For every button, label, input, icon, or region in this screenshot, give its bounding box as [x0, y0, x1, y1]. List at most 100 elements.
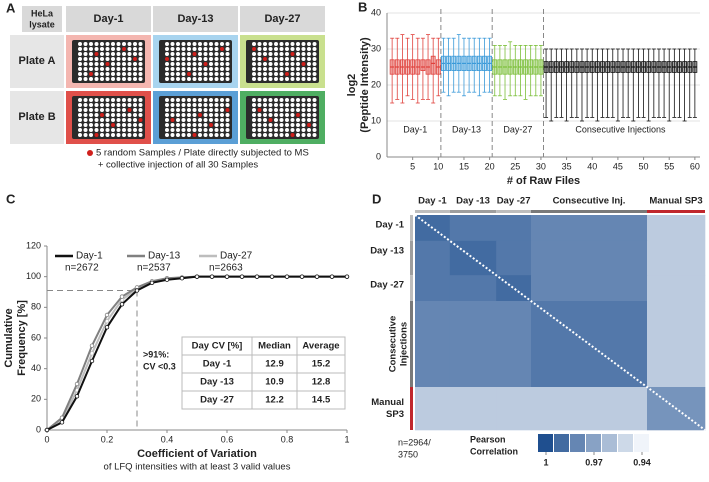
- well: [198, 47, 202, 51]
- well: [94, 62, 99, 66]
- well: [94, 133, 99, 137]
- row-label: Manual: [371, 397, 404, 408]
- well: [301, 128, 306, 132]
- well: [220, 57, 224, 61]
- well: [138, 52, 143, 56]
- series-label: Day-1: [403, 124, 427, 134]
- well: [285, 42, 289, 46]
- well: [268, 128, 273, 132]
- well: [165, 108, 169, 112]
- well: [170, 57, 175, 61]
- well: [89, 98, 93, 102]
- well: [133, 62, 137, 66]
- well: [89, 133, 93, 137]
- panel-label: D: [372, 191, 381, 206]
- well: [252, 113, 256, 117]
- y-tick-label: 10: [371, 115, 381, 125]
- well: [285, 98, 289, 102]
- well: [214, 52, 219, 56]
- legend-count: n=2663: [209, 263, 243, 274]
- heatmap-cell: [449, 301, 497, 388]
- well: [138, 113, 143, 117]
- well: [78, 128, 82, 132]
- well: [252, 108, 256, 112]
- well: [209, 123, 213, 127]
- well: [214, 67, 219, 71]
- legend-dot: [87, 150, 93, 156]
- well: [257, 52, 262, 56]
- table-cell: 15.2: [312, 359, 331, 370]
- well: [252, 72, 256, 76]
- well: [100, 118, 104, 122]
- well: [105, 103, 110, 107]
- well: [252, 133, 256, 137]
- well: [279, 98, 284, 102]
- y-tick-label: 0: [376, 151, 381, 161]
- well: [138, 47, 143, 51]
- legend-count: n=2672: [65, 263, 99, 274]
- well: [78, 67, 82, 71]
- well: [263, 108, 267, 112]
- well: [138, 123, 143, 127]
- well: [257, 108, 262, 112]
- well: [225, 67, 230, 71]
- well: [165, 103, 169, 107]
- well: [268, 57, 273, 61]
- well: [225, 103, 230, 107]
- column-header: [153, 6, 238, 32]
- well: [138, 128, 143, 132]
- well: [263, 42, 267, 46]
- well: [198, 113, 202, 117]
- y-tick-label: 20: [31, 394, 41, 404]
- well: [296, 128, 300, 132]
- well: [181, 98, 186, 102]
- well: [307, 72, 311, 76]
- well: [257, 67, 262, 71]
- colorbar-swatch: [538, 434, 553, 452]
- heatmap-cell: [531, 215, 648, 242]
- well: [263, 47, 267, 51]
- well: [274, 77, 278, 81]
- colorbar-swatch: [602, 434, 617, 452]
- well: [285, 118, 289, 122]
- well: [209, 77, 213, 81]
- well: [257, 72, 262, 76]
- well: [209, 42, 213, 46]
- well: [279, 113, 284, 117]
- well: [165, 133, 169, 137]
- x-tick-label: 15: [459, 161, 469, 171]
- table-cell: 10.9: [265, 377, 284, 388]
- table-cell: Day -1: [203, 359, 232, 370]
- well: [176, 42, 180, 46]
- well: [209, 47, 213, 51]
- column-header: [240, 6, 325, 32]
- well: [187, 62, 191, 66]
- heatmap-cell: [531, 275, 648, 302]
- well: [83, 108, 88, 112]
- x-tick-label: 55: [664, 161, 674, 171]
- well: [312, 47, 317, 51]
- well: [296, 108, 300, 112]
- well: [257, 133, 262, 137]
- well: [285, 57, 289, 61]
- marker: [329, 274, 335, 279]
- well: [257, 77, 262, 81]
- well: [176, 118, 180, 122]
- heatmap-cell: [415, 387, 451, 431]
- table-cell: Day CV [%]: [192, 341, 243, 352]
- well: [268, 113, 273, 117]
- well: [165, 77, 169, 81]
- well: [263, 123, 267, 127]
- plate: [246, 96, 319, 139]
- well: [203, 128, 208, 132]
- well: [225, 42, 230, 46]
- well: [176, 103, 180, 107]
- well: [203, 67, 208, 71]
- well: [225, 98, 230, 102]
- x-tick-label: 5: [410, 161, 415, 171]
- well: [312, 77, 317, 81]
- well: [263, 133, 267, 137]
- well: [89, 118, 93, 122]
- well: [203, 118, 208, 122]
